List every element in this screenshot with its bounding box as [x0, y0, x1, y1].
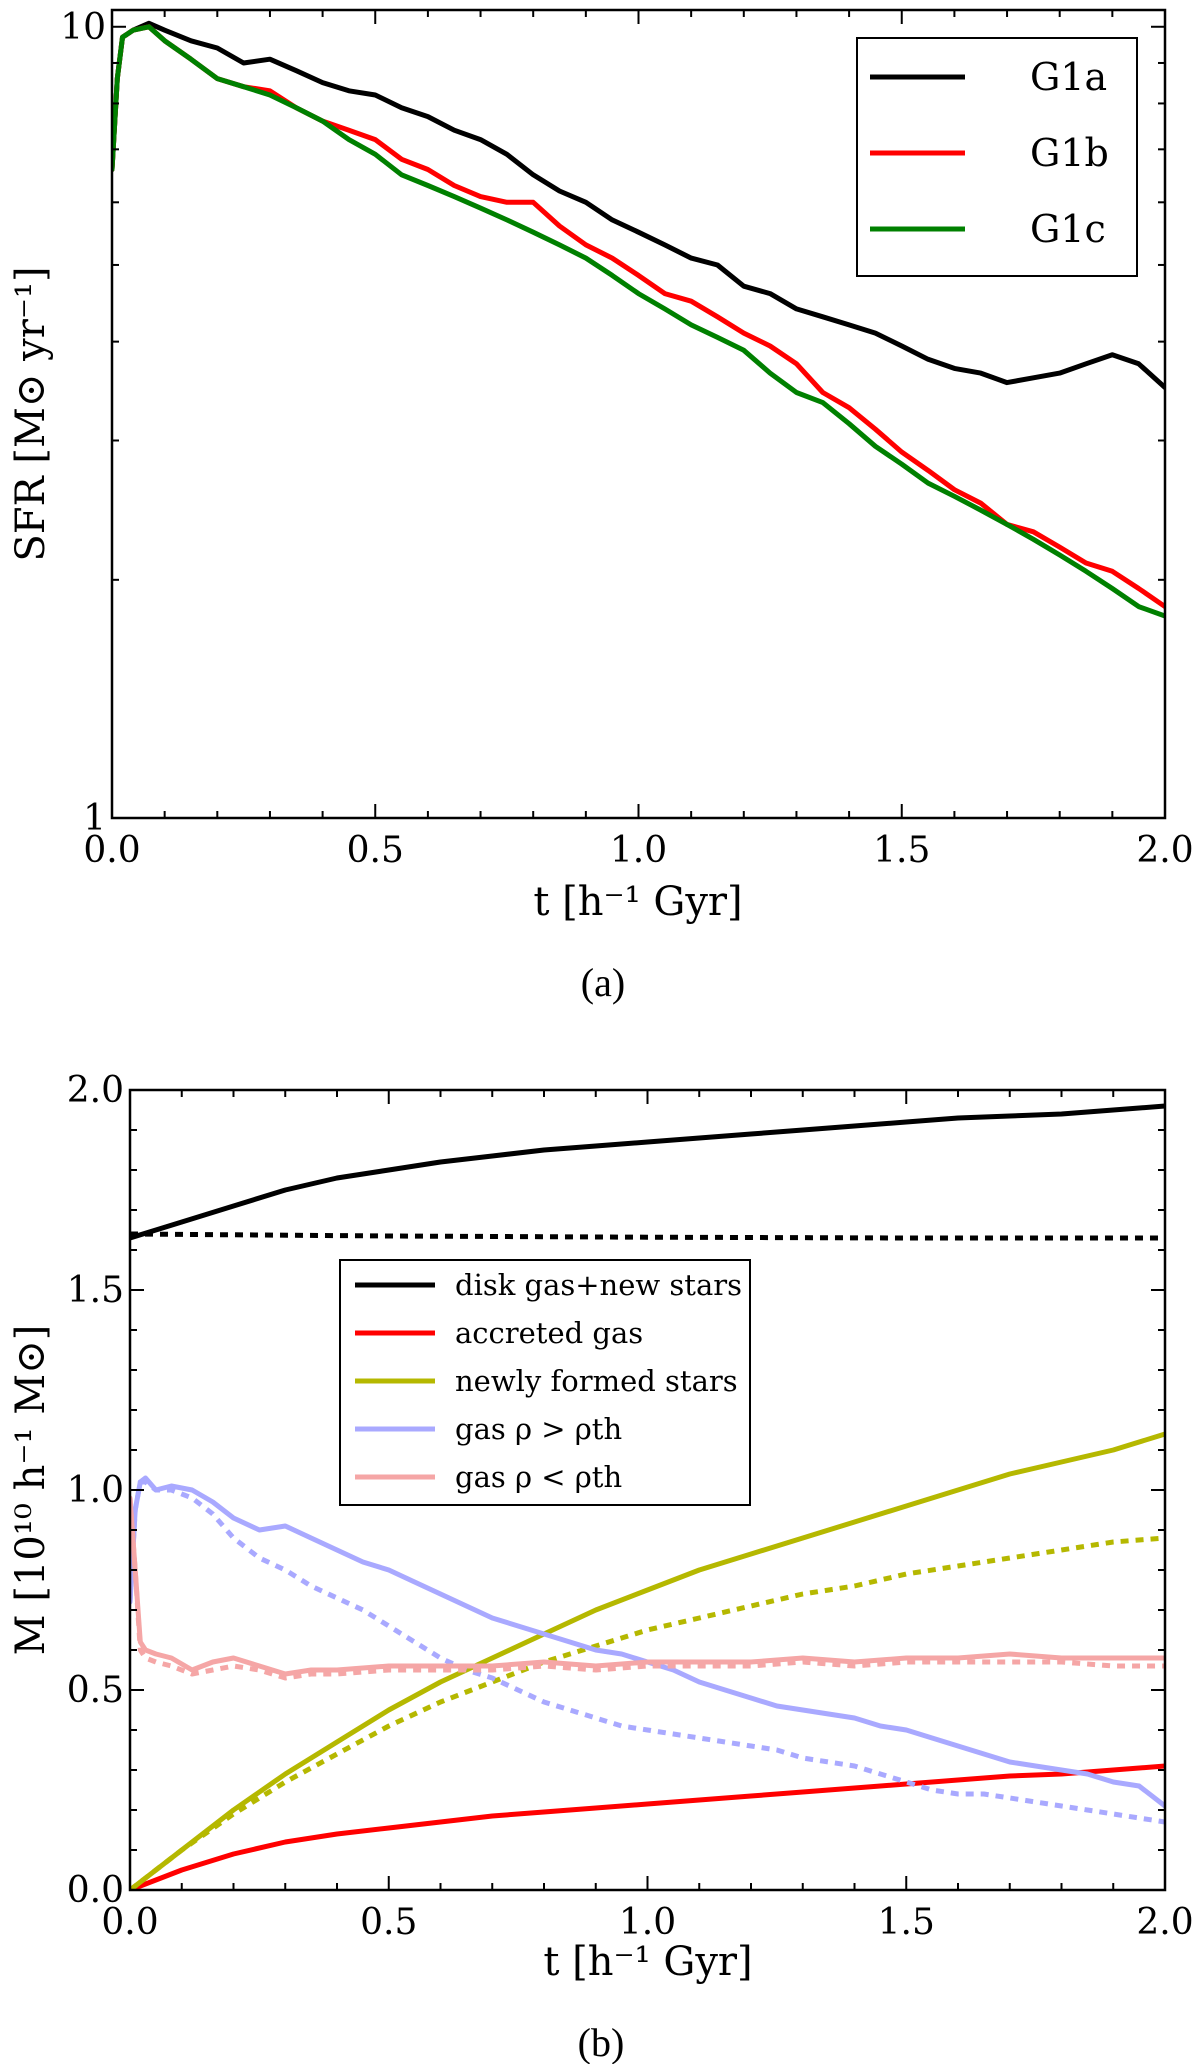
panel-a-x-tick-label: 0.0 [83, 830, 140, 871]
panel-b-x-tick-label: 2.0 [1136, 1902, 1193, 1943]
panel-b-series-gas-th [130, 1475, 1165, 1809]
panel-b: 0.0 0.5 1.0 1.5 2.0 0.0 0.5 1.0 1.5 2.0 t [h⁻¹ Gy… [8, 1070, 1194, 2064]
panel-b-y-tick-label: 0.5 [67, 1670, 124, 1711]
panel-a-x-axis-label: t [h⁻¹ Gyr] [533, 879, 742, 925]
panel-b-y-tick-label: 2.0 [67, 1070, 124, 1111]
panel-a-x-tick-label: 2.0 [1136, 830, 1193, 871]
panel-a-x-tick-label: 1.0 [610, 830, 667, 871]
panel-b-x-tick-label: 1.5 [878, 1902, 935, 1943]
panel-a-legend-label-g1c: G1c [1030, 207, 1106, 251]
panel-a-ticks: 0.0 0.5 1.0 1.5 2.0 1 10 [60, 7, 1193, 871]
panel-b-x-axis-label: t [h⁻¹ Gyr] [543, 1939, 752, 1985]
panel-b-legend-label-newly-formed-stars: newly formed stars [455, 1364, 738, 1398]
panel-b-series-disk-gas-new-stars [130, 1103, 1165, 1241]
panel-b-legend: disk gas+new stars accreted gas newly form… [339, 1259, 751, 1506]
panel-a-y-tick-label: 10 [60, 7, 106, 48]
panel-a-series [112, 20, 1165, 619]
panel-b-legend-label-gas-th: gas ρ < ρth [455, 1460, 622, 1494]
panel-a-x-tick-label: 1.5 [873, 830, 930, 871]
panel-b-y-tick-label: 0.0 [67, 1870, 124, 1911]
panel-b-x-tick-label: 0.5 [360, 1902, 417, 1943]
panel-a-y-axis-label: SFR [M⊙ yr⁻¹] [8, 266, 54, 561]
panel-b-legend-label-gas-th: gas ρ > ρth [455, 1412, 622, 1446]
panel-b-x-tick-label: 0.0 [101, 1902, 158, 1943]
panel-a-legend-label-g1a: G1a [1030, 55, 1107, 99]
panel-b-series-gas-th-dotted [130, 1497, 1165, 1681]
panel-a-series-g1a [112, 20, 1165, 390]
panel-a-legend: G1a G1b G1c [856, 37, 1138, 277]
panel-a: 0.0 0.5 1.0 1.5 2.0 1 10 t [h⁻¹ Gyr] SFR [M⊙ y… [8, 7, 1194, 1005]
panel-b-y-tick-label: 1.0 [67, 1470, 124, 1511]
panel-b-series-newly-formed-stars [130, 1431, 1165, 1890]
panel-b-caption: (b) [578, 2020, 625, 2064]
panel-b-series-accreted-gas [130, 1763, 1165, 1890]
panel-b-series-gas-th [130, 1495, 1165, 1677]
panel-b-ticks: 0.0 0.5 1.0 1.5 2.0 0.0 0.5 1.0 1.5 2.0 [67, 1070, 1194, 1943]
panel-b-series-gas-th-dotted [130, 1479, 1165, 1825]
panel-a-x-tick-label: 0.5 [347, 830, 404, 871]
panel-a-legend-label-g1b: G1b [1030, 131, 1109, 175]
panel-b-series-newly-formed-stars-dotted [130, 1535, 1165, 1890]
panel-b-x-tick-label: 1.0 [619, 1902, 676, 1943]
panel-a-series-g1c [112, 24, 1165, 619]
panel-b-legend-label-disk-gas-new-stars: disk gas+new stars [455, 1268, 742, 1302]
panel-b-y-axis-label: M [10¹⁰ h⁻¹ M⊙] [8, 1325, 54, 1656]
panel-a-y-tick-label: 1 [83, 798, 106, 839]
panel-b-y-tick-label: 1.5 [67, 1270, 124, 1311]
panel-b-series [130, 1103, 1165, 1890]
panel-a-caption: (a) [581, 960, 625, 1005]
panel-b-legend-label-accreted-gas: accreted gas [455, 1316, 643, 1350]
panel-b-series-disk-gas-new-stars-dotted [130, 1231, 1165, 1241]
